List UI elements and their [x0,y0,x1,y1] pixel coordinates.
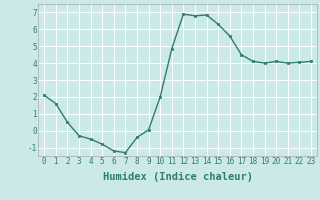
X-axis label: Humidex (Indice chaleur): Humidex (Indice chaleur) [103,172,252,182]
